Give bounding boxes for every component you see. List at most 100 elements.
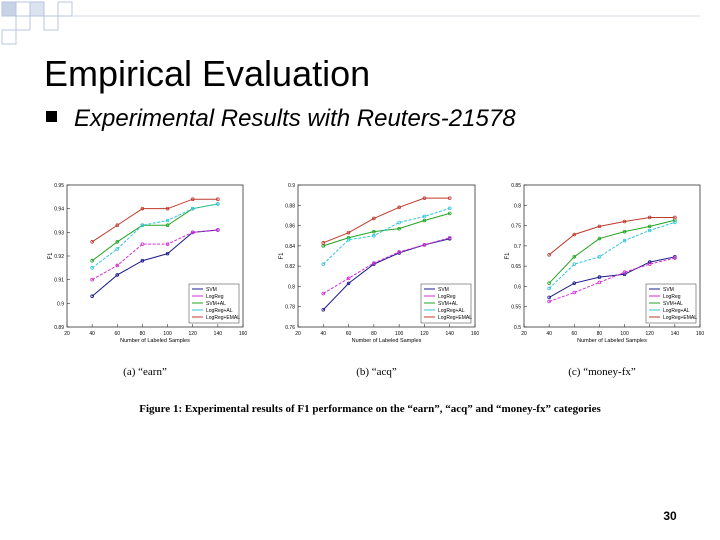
slide-title: Empirical Evaluation xyxy=(44,53,370,94)
data-point xyxy=(190,197,195,202)
data-point xyxy=(572,262,577,266)
y-tick-label: 0.78 xyxy=(285,305,295,311)
x-tick-label: 100 xyxy=(163,331,172,337)
plot-frame xyxy=(523,184,701,328)
y-tick-label: 0.7 xyxy=(514,244,521,250)
x-tick-label: 120 xyxy=(420,331,429,337)
x-tick-label: 140 xyxy=(214,331,223,337)
y-tick-label: 0.86 xyxy=(285,224,295,230)
y-tick-label: 0.95 xyxy=(54,183,64,189)
y-tick-label: 0.8 xyxy=(514,203,521,209)
data-point xyxy=(422,218,427,223)
y-tick-label: 0.76 xyxy=(285,325,295,331)
data-point xyxy=(90,258,94,263)
legend-label: LogReg+EMAL xyxy=(206,315,240,321)
data-point xyxy=(422,243,427,247)
data-point xyxy=(190,230,195,235)
chart-title: (b) “acq” xyxy=(356,366,397,378)
data-point xyxy=(673,220,677,225)
data-point xyxy=(165,251,170,256)
legend-label: LogReg xyxy=(438,294,456,300)
y-tick-label: 0.91 xyxy=(54,278,64,284)
legend-label: LogReg+AL xyxy=(438,308,465,314)
data-point xyxy=(572,232,577,237)
x-tick-label: 160 xyxy=(696,331,705,337)
data-point xyxy=(90,294,94,299)
x-axis-label: Number of Labeled Samples xyxy=(577,338,647,344)
series-line xyxy=(548,256,675,298)
legend-label: LogReg+EMAL xyxy=(438,315,472,321)
legend-label: SVM+AL xyxy=(206,301,226,307)
x-tick-label: 100 xyxy=(620,331,629,337)
chart-title: (a) “earn” xyxy=(123,366,167,378)
legend-label: LogReg xyxy=(663,294,681,300)
data-point xyxy=(140,223,145,228)
data-point xyxy=(547,299,551,304)
data-point xyxy=(447,206,452,211)
x-axis-label: Number of Labeled Samples xyxy=(120,338,190,344)
data-point xyxy=(140,258,145,263)
data-point xyxy=(647,260,652,264)
x-tick-label: 160 xyxy=(471,331,480,337)
y-tick-label: 0.93 xyxy=(54,230,64,236)
data-point xyxy=(216,197,220,202)
x-tick-label: 80 xyxy=(597,331,603,337)
data-point xyxy=(321,307,326,312)
data-point xyxy=(321,262,326,266)
x-tick-label: 120 xyxy=(646,331,655,337)
data-point xyxy=(547,281,551,285)
data-point xyxy=(346,237,351,242)
series-line xyxy=(91,203,218,262)
data-point xyxy=(622,238,627,243)
x-axis-label: Number of Labeled Samples xyxy=(352,338,422,344)
data-point xyxy=(140,206,145,211)
data-point xyxy=(216,202,220,206)
decoration xyxy=(1,1,700,45)
x-tick-label: 140 xyxy=(446,331,455,337)
data-point xyxy=(115,273,120,277)
y-axis-label: F1 xyxy=(48,252,54,260)
x-tick-label: 60 xyxy=(346,331,352,337)
x-tick-label: 100 xyxy=(395,331,404,337)
legend-label: SVM xyxy=(438,287,449,293)
x-tick-label: 80 xyxy=(140,331,146,337)
data-point xyxy=(346,281,351,286)
data-point xyxy=(422,214,427,219)
legend-label: LogReg+EMAL xyxy=(663,315,697,321)
series-line xyxy=(322,207,450,265)
data-point xyxy=(216,228,220,232)
y-tick-label: 0.89 xyxy=(54,325,64,331)
series-line xyxy=(91,198,218,243)
data-point xyxy=(597,224,602,229)
x-tick-label: 20 xyxy=(295,331,301,337)
y-tick-label: 0.94 xyxy=(54,207,64,213)
y-tick-label: 0.85 xyxy=(511,183,521,189)
chart-title: (c) “money-fx” xyxy=(568,366,636,378)
bullet-marker xyxy=(46,111,57,122)
y-tick-label: 0.9 xyxy=(57,301,64,307)
series-line xyxy=(91,229,218,281)
data-point xyxy=(397,205,401,210)
legend-label: SVM xyxy=(206,287,217,293)
data-point xyxy=(547,252,551,257)
data-point xyxy=(115,240,120,244)
legend-label: LogReg+AL xyxy=(206,308,233,314)
y-tick-label: 0.88 xyxy=(285,203,295,209)
legend-label: LogReg xyxy=(206,294,224,300)
data-point xyxy=(597,280,602,285)
charts: 0.89 0.9 0.91 0.92 0.93 0.94 0.95 20 40 60 80 100 12… xyxy=(48,183,704,378)
x-tick-label: 20 xyxy=(521,331,527,337)
data-point xyxy=(547,295,551,300)
legend-label: SVM xyxy=(663,287,674,293)
x-tick-label: 160 xyxy=(239,331,248,337)
data-point xyxy=(547,286,551,291)
data-point xyxy=(372,261,376,265)
data-point xyxy=(397,250,401,254)
y-tick-label: 0.82 xyxy=(285,264,295,270)
data-point xyxy=(115,247,120,251)
legend-label: LogReg+AL xyxy=(663,308,690,314)
x-tick-label: 40 xyxy=(546,331,552,337)
data-point xyxy=(397,226,401,231)
y-tick-label: 0.8 xyxy=(288,284,295,290)
